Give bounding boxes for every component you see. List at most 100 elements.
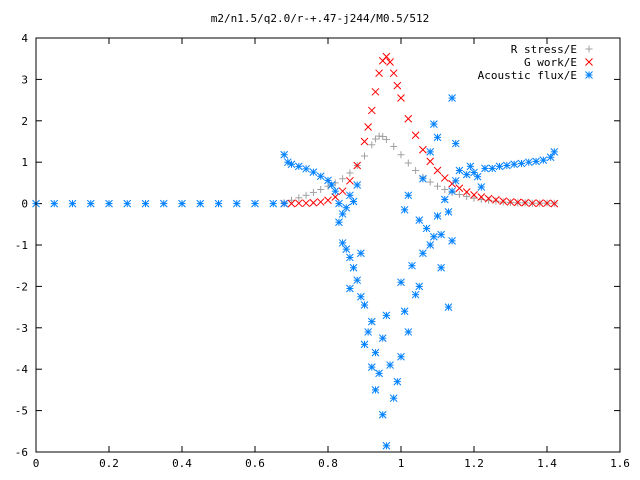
acoustic-flux-e-point bbox=[397, 352, 405, 361]
r-stress-e-point bbox=[499, 198, 507, 206]
r-stress-e-point bbox=[309, 188, 317, 196]
acoustic-flux-e-point bbox=[539, 156, 548, 164]
x-tick-label: 0.6 bbox=[245, 457, 265, 470]
g-work-e-point bbox=[477, 193, 486, 201]
g-work-e-point bbox=[386, 58, 394, 66]
acoustic-flux-e-point bbox=[389, 394, 398, 403]
legend-label: G work/E bbox=[524, 56, 577, 69]
acoustic-flux-e-point bbox=[269, 199, 278, 208]
g-work-e-point bbox=[462, 188, 471, 196]
acoustic-flux-e-point bbox=[488, 164, 497, 173]
acoustic-flux-e-point bbox=[141, 199, 150, 208]
acoustic-flux-e-point bbox=[426, 241, 435, 249]
acoustic-flux-e-point bbox=[455, 166, 464, 175]
acoustic-flux-e-point bbox=[433, 212, 442, 220]
acoustic-flux-e-point bbox=[342, 245, 351, 253]
plot-area bbox=[32, 52, 559, 450]
g-work-e-point bbox=[455, 184, 464, 193]
g-work-e-point bbox=[331, 193, 340, 201]
acoustic-flux-e-point bbox=[495, 162, 504, 171]
acoustic-flux-e-point bbox=[532, 157, 540, 166]
acoustic-flux-e-point bbox=[429, 120, 438, 128]
x-tick-label: 1.4 bbox=[537, 457, 557, 470]
acoustic-flux-e-point bbox=[437, 263, 446, 272]
acoustic-flux-e-point bbox=[382, 441, 391, 450]
acoustic-flux-e-point bbox=[68, 199, 77, 208]
acoustic-flux-e-point bbox=[232, 199, 241, 208]
acoustic-flux-e-point bbox=[386, 361, 394, 369]
acoustic-flux-e-point bbox=[397, 278, 405, 287]
r-stress-e-point bbox=[492, 197, 500, 205]
acoustic-flux-e-point bbox=[309, 168, 318, 176]
acoustic-flux-e-point bbox=[378, 410, 387, 419]
acoustic-flux-e-point bbox=[371, 386, 380, 394]
acoustic-flux-e-point bbox=[448, 187, 456, 196]
acoustic-flux-e-point bbox=[422, 224, 431, 233]
acoustic-flux-e-point bbox=[451, 176, 460, 185]
x-tick-label: 1.6 bbox=[610, 457, 630, 470]
acoustic-flux-e-point bbox=[356, 249, 365, 258]
g-work-e-point bbox=[448, 179, 456, 188]
r-stress-e-point bbox=[470, 194, 478, 202]
acoustic-flux-e-point bbox=[546, 153, 555, 162]
g-work-e-point bbox=[535, 199, 544, 208]
acoustic-flux-e-point bbox=[433, 133, 442, 142]
acoustic-flux-e-point bbox=[419, 249, 427, 258]
acoustic-flux-e-point bbox=[367, 317, 376, 326]
r-stress-e-point bbox=[317, 186, 325, 194]
g-work-e-point bbox=[550, 199, 559, 208]
acoustic-flux-e-point bbox=[415, 216, 424, 225]
acoustic-flux-e-point bbox=[448, 237, 456, 245]
acoustic-flux-e-point bbox=[251, 199, 259, 208]
acoustic-flux-e-point bbox=[360, 340, 369, 349]
r-stress-e-point bbox=[426, 178, 434, 186]
y-tick-label: -6 bbox=[15, 446, 28, 459]
acoustic-flux-e-point bbox=[382, 311, 391, 320]
acoustic-flux-e-point bbox=[214, 199, 223, 208]
legend-marker bbox=[585, 45, 593, 53]
acoustic-flux-e-point bbox=[302, 164, 310, 173]
r-stress-e-point bbox=[404, 159, 412, 167]
acoustic-flux-e-point bbox=[419, 174, 427, 183]
acoustic-flux-e-point bbox=[400, 307, 409, 316]
acoustic-flux-e-point bbox=[346, 253, 354, 262]
acoustic-flux-e-point bbox=[429, 232, 438, 241]
g-work-e-point bbox=[302, 199, 310, 208]
acoustic-flux-e-point bbox=[353, 181, 362, 189]
acoustic-flux-e-point bbox=[444, 303, 453, 311]
r-stress-e-point bbox=[434, 182, 441, 190]
g-work-e-point bbox=[338, 187, 347, 196]
acoustic-flux-e-point bbox=[481, 164, 489, 173]
y-tick-label: -1 bbox=[15, 239, 28, 252]
acoustic-flux-e-point bbox=[448, 94, 456, 102]
r-stress-e-point bbox=[339, 175, 347, 183]
legend-label: R stress/E bbox=[511, 43, 577, 56]
acoustic-flux-e-point bbox=[342, 203, 351, 212]
acoustic-flux-e-point bbox=[105, 199, 113, 208]
acoustic-flux-e-point bbox=[404, 191, 413, 200]
g-work-e-point bbox=[371, 87, 380, 96]
acoustic-flux-e-point bbox=[502, 161, 511, 170]
y-tick-label: 4 bbox=[21, 32, 28, 45]
y-tick-label: -2 bbox=[15, 280, 28, 293]
acoustic-flux-e-point bbox=[280, 199, 289, 208]
y-tick-label: -5 bbox=[15, 405, 28, 418]
y-tick-label: -4 bbox=[15, 363, 29, 376]
acoustic-flux-e-point bbox=[335, 218, 343, 227]
acoustic-flux-e-point bbox=[517, 159, 526, 168]
g-work-e-point bbox=[404, 114, 413, 123]
r-stress-e-point bbox=[302, 191, 310, 199]
acoustic-flux-e-point bbox=[466, 162, 475, 171]
acoustic-flux-e-point bbox=[196, 199, 205, 208]
g-work-e-point bbox=[484, 194, 493, 203]
g-work-e-point bbox=[375, 69, 383, 78]
g-work-e-point bbox=[499, 197, 508, 205]
acoustic-flux-e-point bbox=[86, 199, 95, 208]
g-work-e-point bbox=[389, 69, 398, 78]
acoustic-flux-e-point bbox=[123, 199, 132, 208]
acoustic-flux-e-point bbox=[477, 183, 486, 191]
acoustic-flux-e-point bbox=[400, 205, 409, 214]
y-tick-label: -3 bbox=[15, 322, 28, 335]
acoustic-flux-e-point bbox=[316, 172, 325, 181]
